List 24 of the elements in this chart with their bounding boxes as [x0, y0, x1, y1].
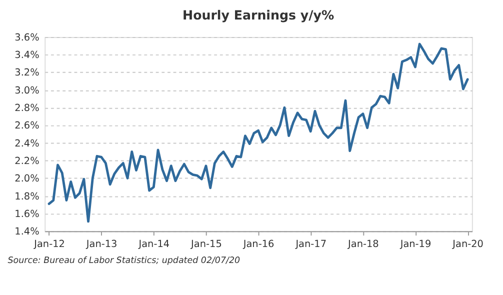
y-tick-label: 2.4% — [14, 138, 40, 150]
y-tick-label: 3.4% — [14, 50, 40, 62]
y-tick-label: 2.6% — [14, 120, 40, 132]
y-tick-label: 3.6% — [14, 32, 40, 44]
y-tick-label: 1.8% — [14, 191, 40, 202]
x-tick-label: Jan-17 — [294, 239, 327, 250]
x-tick-label: Jan-19 — [399, 239, 432, 250]
y-tick-label: 2.8% — [14, 102, 40, 114]
x-tick-label: Jan-13 — [85, 239, 118, 250]
line-series — [48, 42, 469, 223]
y-tick-label: 2.2% — [14, 156, 40, 167]
chart-title: Hourly Earnings y/y% — [182, 7, 334, 22]
x-tick-label: Jan-14 — [138, 239, 170, 250]
x-tick-label: Jan-16 — [242, 239, 274, 250]
source-note: Source: Bureau of Labor Statistics; updated 02/07/20 — [8, 256, 241, 266]
y-tick-label: 3.0% — [14, 85, 40, 96]
x-tick-label: Jan-18 — [347, 239, 379, 250]
y-tick-label: 3.2% — [14, 68, 40, 79]
x-tick-label: Jan-20 — [452, 239, 484, 250]
y-tick-label: 1.4% — [14, 226, 40, 238]
y-tick-label: 1.6% — [14, 208, 40, 220]
x-tick-label: Jan-12 — [33, 239, 65, 250]
x-tick-label: Jan-15 — [190, 239, 222, 250]
y-tick-label: 2.0% — [14, 174, 40, 185]
